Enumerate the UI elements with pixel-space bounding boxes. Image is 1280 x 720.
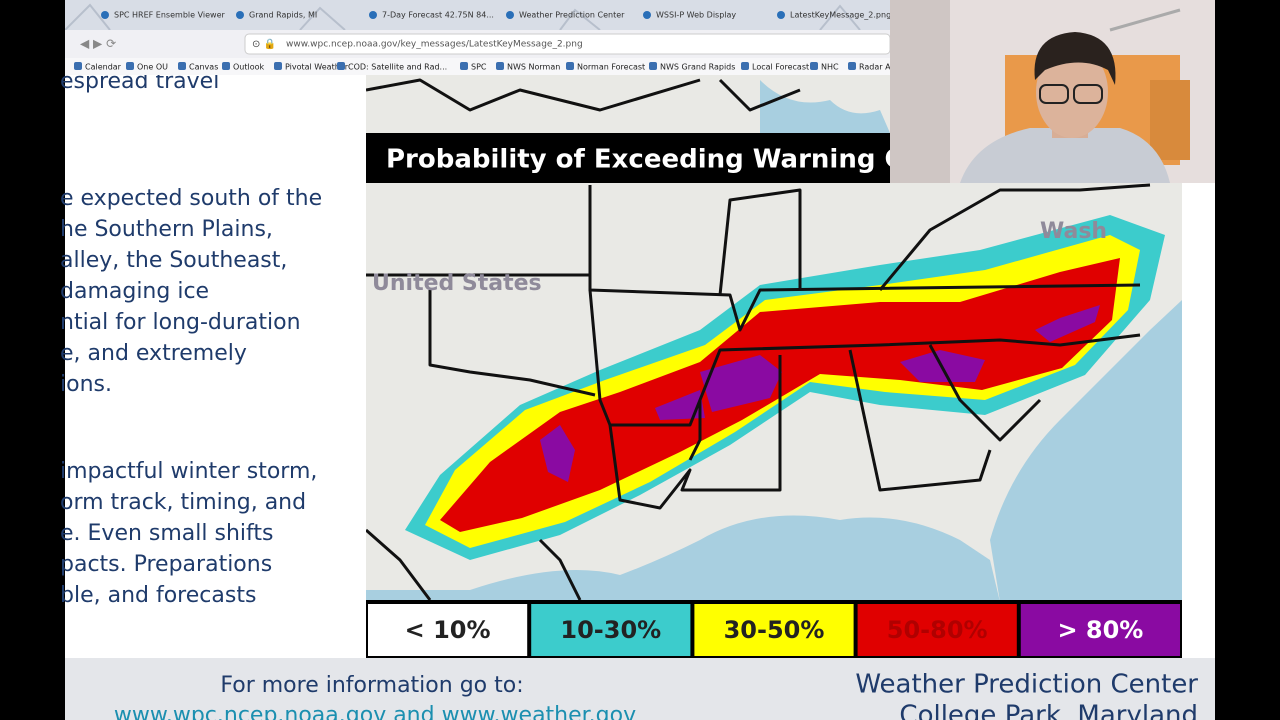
tab-icon [236,11,244,19]
tab-strip: SPC HREF Ensemble Viewer Grand Rapids, MI… [101,11,897,20]
bookmark-icon [566,62,574,70]
bookmark[interactable]: Pivotal Weather [285,63,349,72]
bookmark-icon [810,62,818,70]
legend-swatch [857,604,1017,656]
bookmark-icon [178,62,186,70]
bookmark[interactable]: Radar A [859,63,891,72]
tab[interactable]: SPC HREF Ensemble Viewer [114,11,225,20]
bookmark-icon [337,62,345,70]
tab-icon [369,11,377,19]
bookmark-icon [126,62,134,70]
body-line: pacts. Preparations [60,552,272,577]
tab[interactable]: Grand Rapids, MI [249,11,317,20]
bookmark[interactable]: NWS Grand Rapids [660,63,735,72]
footer-info: For more information go to: [220,673,523,698]
bookmark[interactable]: NWS Norman [507,63,560,72]
bookmark[interactable]: Norman Forecast [577,63,645,72]
legend-label: > 80% [1057,616,1143,644]
body-line: orm track, timing, and [60,490,306,515]
body-line: e expected south of the [60,186,322,211]
footer-org: Weather Prediction Center [855,670,1198,700]
tab[interactable]: WSSI-P Web Display [656,11,736,20]
bookmark-icon [222,62,230,70]
body-line: e, and extremely [60,341,247,366]
nav-buttons[interactable]: ◀ ▶ ⟳ [80,37,116,51]
legend-swatch [694,604,854,656]
bookmark[interactable]: Canvas [189,63,218,72]
footer [65,658,1215,720]
tab-icon [777,11,785,19]
map-title-bar [366,133,890,183]
body-line: damaging ice [60,279,209,304]
legend-swatch [1020,604,1180,656]
legend-label: 50-80% [887,616,988,644]
bookmark-icon [741,62,749,70]
legend-swatch [531,604,691,656]
bookmark-icon [848,62,856,70]
bookmark[interactable]: One OU [137,63,168,72]
url[interactable]: www.wpc.ncep.noaa.gov/key_messages/Lates… [286,40,583,50]
bookmark[interactable]: COD: Satellite and Rad... [348,63,447,72]
legend-label: < 10% [405,616,491,644]
legend-label: 30-50% [724,616,825,644]
bookmark-icon [649,62,657,70]
bookmark-icon [496,62,504,70]
bookmark-icon [274,62,282,70]
lock-icon: ⊙ 🔒 [252,38,276,50]
legend-label: 10-30% [560,616,661,644]
bookmark[interactable]: Local Forecast [752,63,809,72]
browser-chrome: SPC HREF Ensemble Viewer Grand Rapids, MI… [65,0,897,75]
bookmarks-bar: Calendar One OU Canvas Outlook Pivotal Weath… [74,62,891,72]
webcam-overlay [890,0,1215,183]
body-line: alley, the Southeast, [60,248,287,273]
map-title: Probability of Exceeding Warning Cri [386,145,925,175]
bookmark[interactable]: NHC [821,63,839,72]
tab-icon [643,11,651,19]
tab[interactable]: LatestKeyMessage_2.png ( [790,11,897,20]
bookmark-icon [74,62,82,70]
map-label: United States [372,271,542,296]
tab-icon [101,11,109,19]
footer-links[interactable]: www.wpc.ncep.noaa.gov and www.weather.go… [114,703,636,720]
tab-icon [506,11,514,19]
tab[interactable]: Weather Prediction Center [519,11,625,20]
body-line: e. Even small shifts [60,521,273,546]
body-line: ble, and forecasts [60,583,256,608]
bookmark[interactable]: Outlook [233,63,265,72]
legend-swatch [368,604,528,656]
bookmark[interactable]: Calendar [85,63,122,72]
footer-location: College Park, Maryland [899,701,1198,720]
bookmark[interactable]: SPC [471,63,487,72]
tab[interactable]: 7-Day Forecast 42.75N 84... [382,11,494,20]
body-line: ions. [60,372,112,397]
map-label: Wash [1040,219,1107,244]
bookmark-icon [460,62,468,70]
body-line: impactful winter storm, [60,459,317,484]
legend: < 10% 10-30% 30-50% 50-80% > 80% [368,604,1180,656]
body-line: ntial for long-duration [60,310,301,335]
body-line: he Southern Plains, [60,217,273,242]
